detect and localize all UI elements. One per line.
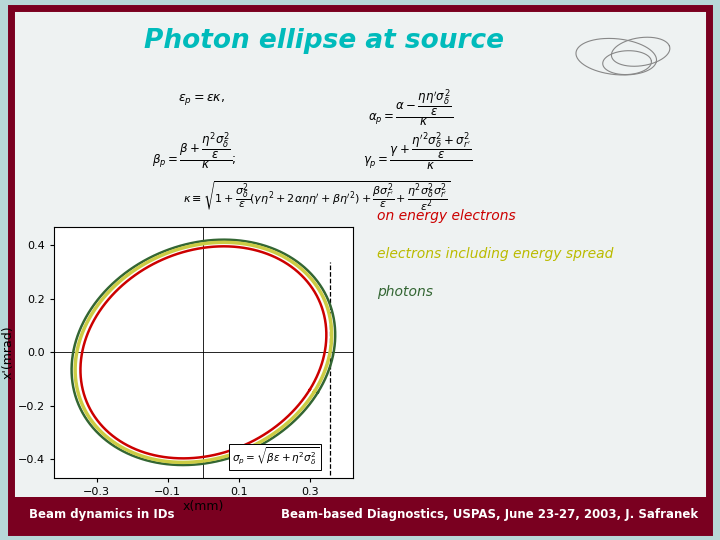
Text: $\epsilon_p = \epsilon\kappa,$: $\epsilon_p = \epsilon\kappa,$ [178,92,225,107]
Y-axis label: x'(mrad): x'(mrad) [2,326,15,379]
Text: photons: photons [377,285,433,299]
Text: $\gamma_p = \dfrac{\gamma + \dfrac{\eta'^2\sigma_\delta^2 + \sigma_{r'}^2}{\epsi: $\gamma_p = \dfrac{\gamma + \dfrac{\eta'… [363,130,472,172]
Bar [11,497,709,532]
Text: Photon ellipse at source: Photon ellipse at source [144,28,504,53]
Text: $\kappa \equiv \sqrt{1 + \dfrac{\sigma_\delta^2}{\epsilon}(\gamma\eta^2 + 2\alph: $\kappa \equiv \sqrt{1 + \dfrac{\sigma_\… [183,180,451,214]
Text: $\sigma_p = \sqrt{\beta\epsilon + \eta^2\sigma_\delta^2}$: $\sigma_p = \sqrt{\beta\epsilon + \eta^2… [232,446,319,467]
X-axis label: x(mm): x(mm) [183,500,224,512]
Text: on energy electrons: on energy electrons [377,209,516,223]
Text: Beam dynamics in IDs: Beam dynamics in IDs [29,508,174,521]
Text: Beam-based Diagnostics, USPAS, June 23-27, 2003, J. Safranek: Beam-based Diagnostics, USPAS, June 23-2… [282,508,698,521]
Text: electrons including energy spread: electrons including energy spread [377,247,613,261]
Text: $\beta_p = \dfrac{\beta + \dfrac{\eta^2\sigma_\delta^2}{\epsilon}}{\kappa};$: $\beta_p = \dfrac{\beta + \dfrac{\eta^2\… [153,131,236,172]
Text: $\alpha_p = \dfrac{\alpha - \dfrac{\eta\eta'\sigma_\delta^2}{\epsilon}}{\kappa}$: $\alpha_p = \dfrac{\alpha - \dfrac{\eta\… [368,87,453,129]
